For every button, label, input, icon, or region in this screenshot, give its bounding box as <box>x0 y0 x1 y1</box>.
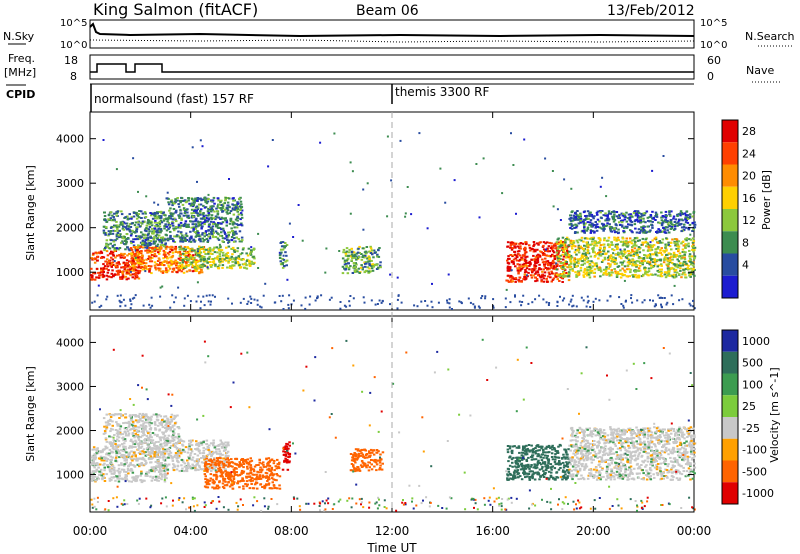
velocity-colorbar-segment-2 <box>722 373 738 396</box>
power-colorbar-tick-0: 28 <box>742 125 756 138</box>
power-region-8 <box>555 236 697 279</box>
velocity-colorbar-tick-5: -100 <box>742 444 767 457</box>
velocity-colorbar-segment-3 <box>722 395 738 417</box>
nave-tick-low: 0 <box>707 70 714 83</box>
nsky-tick-low: 10^0 <box>60 40 87 51</box>
power-y-tick-1: 2000 <box>56 222 84 235</box>
freq-tick-high: 18 <box>64 54 78 67</box>
power-colorbar-segment-3 <box>722 186 738 209</box>
velocity-colorbar: 1000 500 100 25 -25 -100 -500 -1000 Velocity [m… <box>721 329 781 505</box>
velocity-colorbar-segment-5 <box>722 438 738 461</box>
time-tick-3: 12:00 <box>375 524 410 538</box>
velocity-colorbar-segment-1 <box>722 351 738 374</box>
power-colorbar-tick-5: 8 <box>742 236 749 249</box>
time-tick-2: 08:00 <box>274 524 309 538</box>
power-y-tick-3: 4000 <box>56 133 84 146</box>
time-tick-1: 04:00 <box>173 524 208 538</box>
cpid-segment-1: normalsound (fast) 157 RF <box>94 92 254 106</box>
power-region-3 <box>165 196 244 243</box>
station-title: King Salmon (fitACF) <box>93 0 258 19</box>
power-colorbar-segment-2 <box>722 164 738 187</box>
velocity-colorbar-label: Velocity [m s^-1] <box>768 367 781 462</box>
time-tick-6: 00:00 <box>677 524 712 538</box>
velocity-region-7 <box>568 426 697 481</box>
velocity-region-3 <box>203 457 282 490</box>
velocity-colorbar-tick-4: -25 <box>742 422 760 435</box>
cpid-bar: CPID normalsound (fast) 157 RF themis 33… <box>6 83 694 112</box>
velocity-colorbar-segment-0 <box>722 330 738 352</box>
power-colorbar: 28 24 20 16 12 8 4 Power [dB] <box>721 119 773 299</box>
power-region-9 <box>568 210 697 235</box>
velocity-colorbar-segment-6 <box>722 460 738 483</box>
velocity-data-layer <box>90 338 697 512</box>
velocity-colorbar-tick-3: 25 <box>742 400 756 413</box>
freq-tick-low: 8 <box>70 70 77 83</box>
power-colorbar-segment-5 <box>722 231 738 254</box>
velocity-colorbar-tick-6: -500 <box>742 465 767 478</box>
beam-title: Beam 06 <box>356 3 419 19</box>
velocity-y-axis: 1000 2000 3000 4000 <box>56 336 694 482</box>
velocity-y-axis-label: Slant Range [km] <box>24 366 37 462</box>
nave-tick-high: 60 <box>707 54 721 67</box>
power-colorbar-segment-1 <box>722 142 738 165</box>
time-tick-0: 00:00 <box>73 524 108 538</box>
power-region-6 <box>341 245 382 275</box>
power-colorbar-segment-0 <box>722 120 738 143</box>
x-axis-label: Time UT <box>366 541 417 554</box>
nsky-label: N.Sky <box>3 30 35 43</box>
power-data-layer <box>90 132 697 310</box>
power-colorbar-segment-7 <box>722 275 738 298</box>
freq-unit-label: [MHz] <box>4 66 36 79</box>
power-y-axis-label: Slant Range [km] <box>24 165 37 261</box>
power-region-5 <box>278 241 289 269</box>
power-colorbar-tick-3: 16 <box>742 192 756 205</box>
power-colorbar-segment-6 <box>722 253 738 276</box>
power-region-1 <box>102 210 168 252</box>
power-y-axis: 1000 2000 3000 4000 <box>56 133 694 279</box>
velocity-y-tick-2: 3000 <box>56 380 84 393</box>
date-title: 13/Feb/2012 <box>607 3 695 19</box>
time-tick-4: 16:00 <box>475 524 510 538</box>
power-panel: 1000 2000 3000 4000 Slant Range [km] <box>24 111 697 311</box>
time-x-axis: 00:00 04:00 08:00 12:00 16:00 20:00 00:00 <box>73 112 712 538</box>
nsearch-label: N.Search <box>745 30 795 43</box>
freq-panel: Freq. [MHz] 18 8 60 0 Nave <box>4 52 780 83</box>
nsky-panel: N.Sky 10^5 10^0 10^5 10^0 N.Search <box>3 18 795 51</box>
power-colorbar-tick-2: 20 <box>742 170 756 183</box>
time-tick-5: 20:00 <box>576 524 611 538</box>
velocity-colorbar-tick-2: 100 <box>742 378 763 391</box>
power-colorbar-tick-6: 4 <box>742 259 749 272</box>
nave-label: Nave <box>746 64 774 77</box>
velocity-y-tick-1: 2000 <box>56 425 84 438</box>
nsky-tick-high: 10^5 <box>60 18 87 29</box>
cpid-label: CPID <box>6 88 35 101</box>
velocity-region-4 <box>281 441 292 471</box>
velocity-y-tick-3: 4000 <box>56 336 84 349</box>
velocity-colorbar-tick-7: -1000 <box>742 487 774 500</box>
power-region-4 <box>178 245 256 270</box>
velocity-colorbar-tick-1: 500 <box>742 357 763 370</box>
velocity-y-tick-0: 1000 <box>56 469 84 482</box>
power-y-tick-0: 1000 <box>56 266 84 279</box>
ground-scatter-noise <box>91 132 696 310</box>
velocity-colorbar-segment-4 <box>722 417 738 439</box>
velocity-colorbar-tick-0: 1000 <box>742 335 770 348</box>
ground-scatter-noise <box>90 338 696 512</box>
velocity-colorbar-segment-7 <box>722 482 738 504</box>
power-y-tick-2: 3000 <box>56 177 84 190</box>
power-colorbar-label: Power [dB] <box>760 170 773 230</box>
power-colorbar-tick-1: 24 <box>742 147 756 160</box>
power-colorbar-tick-4: 12 <box>742 214 756 227</box>
velocity-region-5 <box>349 448 385 473</box>
cpid-segment-2: themis 3300 RF <box>395 85 489 99</box>
power-colorbar-segment-4 <box>722 209 738 232</box>
nsearch-tick-high: 10^5 <box>700 18 727 29</box>
freq-label: Freq. <box>8 52 35 65</box>
nsearch-tick-low: 10^0 <box>700 40 727 51</box>
velocity-panel: 1000 2000 3000 4000 Slant Range [km] <box>24 315 697 513</box>
